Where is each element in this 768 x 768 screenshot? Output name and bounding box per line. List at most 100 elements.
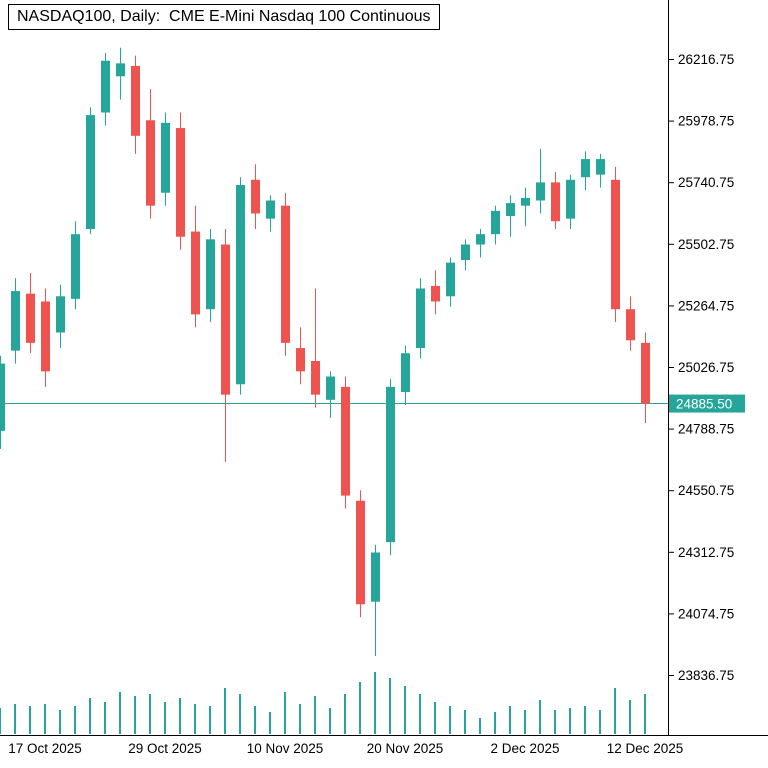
volume-bar: [644, 694, 646, 734]
candle-up: [86, 115, 95, 229]
price-tick-label[interactable]: 25502.75: [678, 237, 734, 252]
candle-down: [551, 182, 560, 222]
candle-up: [101, 60, 110, 113]
candle-up: [116, 63, 125, 77]
candle-up: [536, 182, 545, 201]
candle-up: [326, 376, 335, 400]
volume-bar: [74, 706, 76, 734]
volume-bar: [569, 708, 571, 734]
volume-bar: [314, 696, 316, 734]
date-tick-label[interactable]: 12 Dec 2025: [607, 741, 684, 756]
volume-bar: [434, 702, 436, 734]
price-tick-label[interactable]: 26216.75: [678, 52, 734, 67]
chart-title: NASDAQ100, Daily: CME E-Mini Nasdaq 100 …: [8, 4, 440, 31]
volume-bar: [29, 706, 31, 734]
volume-bar: [389, 678, 391, 734]
volume-bar: [224, 688, 226, 734]
current-price-label-bg: [669, 394, 745, 413]
candle-up: [596, 159, 605, 175]
date-tick-label[interactable]: 10 Nov 2025: [247, 741, 324, 756]
candle-down: [131, 65, 140, 136]
candle-up: [236, 184, 245, 385]
candle-up: [11, 291, 20, 351]
candle-up: [386, 386, 395, 543]
volume-bar: [404, 686, 406, 734]
volume-bar: [344, 694, 346, 734]
candle-down: [41, 301, 50, 372]
volume-bar: [449, 706, 451, 734]
candle-down: [176, 128, 185, 237]
candle-down: [611, 179, 620, 310]
volume-bar: [119, 692, 121, 734]
price-tick-label[interactable]: 24788.75: [678, 422, 734, 437]
candle-down: [626, 309, 635, 341]
volume-bar: [299, 704, 301, 734]
volume-bar: [329, 708, 331, 734]
volume-bar: [374, 672, 376, 734]
volume-bar: [164, 702, 166, 734]
volume-bar: [584, 706, 586, 734]
candle-up: [161, 122, 170, 193]
volume-bar: [59, 710, 61, 734]
volume-bar: [554, 710, 556, 734]
candle-down: [641, 342, 650, 404]
candle-down: [341, 386, 350, 496]
volume-bar: [629, 700, 631, 734]
volume-bar: [209, 706, 211, 734]
volume-bar: [599, 710, 601, 734]
candle-up: [476, 234, 485, 245]
date-tick-label[interactable]: 2 Dec 2025: [490, 741, 559, 756]
candle-up: [581, 159, 590, 178]
volume-bar: [419, 694, 421, 734]
volume-bar: [464, 710, 466, 734]
candle-up: [401, 353, 410, 393]
current-price-label: 24885.50: [676, 397, 732, 412]
candle-down: [431, 285, 440, 302]
volume-bar: [239, 694, 241, 734]
volume-bar: [0, 708, 1, 734]
volume-bar: [509, 706, 511, 734]
candle-down: [221, 244, 230, 395]
volume-bar: [269, 712, 271, 734]
candle-down: [281, 205, 290, 343]
candle-up: [371, 552, 380, 602]
candle-up: [416, 288, 425, 349]
volume-bar: [179, 698, 181, 734]
date-tick-label[interactable]: 20 Nov 2025: [367, 741, 444, 756]
price-tick-label[interactable]: 25978.75: [678, 114, 734, 129]
candle-up: [566, 179, 575, 219]
volume-bar: [44, 704, 46, 734]
date-tick-label[interactable]: 29 Oct 2025: [128, 741, 202, 756]
date-tick-label[interactable]: 17 Oct 2025: [8, 741, 82, 756]
candle-up: [0, 363, 5, 431]
price-tick-label[interactable]: 24074.75: [678, 606, 734, 621]
volume-bar: [134, 696, 136, 734]
candle-up: [206, 239, 215, 310]
price-tick-label[interactable]: 24312.75: [678, 545, 734, 560]
volume-bar: [14, 704, 16, 734]
volume-bar: [149, 694, 151, 734]
volume-bar: [104, 702, 106, 734]
candle-down: [296, 348, 305, 372]
candle-down: [26, 293, 35, 343]
volume-bar: [284, 692, 286, 734]
candle-up: [521, 197, 530, 206]
price-tick-label[interactable]: 24550.75: [678, 483, 734, 498]
candle-down: [251, 179, 260, 214]
price-tick-label[interactable]: 25026.75: [678, 360, 734, 375]
price-tick-label[interactable]: 23836.75: [678, 668, 734, 683]
price-tick-label[interactable]: 25740.75: [678, 175, 734, 190]
candle-down: [356, 500, 365, 605]
volume-bar: [479, 718, 481, 734]
volume-bar: [89, 698, 91, 734]
volume-bar: [614, 688, 616, 734]
candle-up: [446, 262, 455, 297]
volume-bar: [194, 704, 196, 734]
candle-down: [311, 360, 320, 395]
candle-up: [491, 210, 500, 235]
volume-bar: [539, 700, 541, 734]
price-tick-label[interactable]: 25264.75: [678, 298, 734, 313]
candle-up: [506, 203, 515, 217]
